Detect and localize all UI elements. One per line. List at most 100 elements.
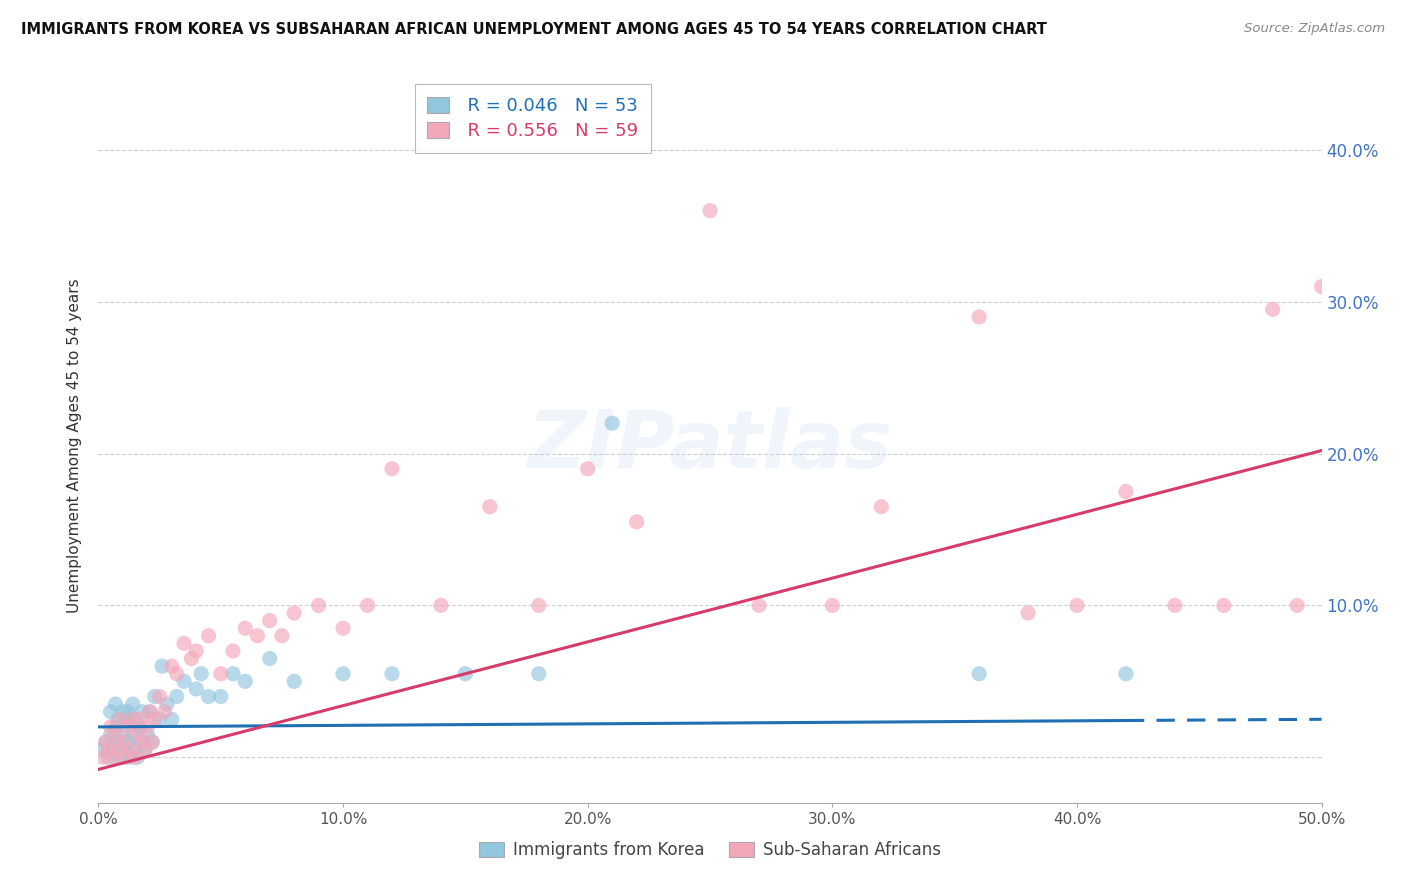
Point <box>124 750 146 764</box>
Point <box>1310 279 1333 293</box>
Point <box>91 750 114 764</box>
Point <box>233 621 256 635</box>
Text: IMMIGRANTS FROM KOREA VS SUBSAHARAN AFRICAN UNEMPLOYMENT AMONG AGES 45 TO 54 YEA: IMMIGRANTS FROM KOREA VS SUBSAHARAN AFRI… <box>21 22 1047 37</box>
Y-axis label: Unemployment Among Ages 45 to 54 years: Unemployment Among Ages 45 to 54 years <box>67 278 83 614</box>
Point <box>967 310 990 324</box>
Legend: Immigrants from Korea, Sub-Saharan Africans: Immigrants from Korea, Sub-Saharan Afric… <box>472 835 948 866</box>
Point <box>110 750 132 764</box>
Point <box>139 705 162 719</box>
Point <box>100 705 122 719</box>
Point <box>381 462 404 476</box>
Point <box>101 750 124 764</box>
Point <box>153 705 176 719</box>
Point <box>166 666 188 681</box>
Point <box>131 735 153 749</box>
Point <box>430 599 453 613</box>
Point <box>143 712 166 726</box>
Point <box>527 666 550 681</box>
Point <box>1212 599 1234 613</box>
Point <box>121 712 143 726</box>
Point <box>1115 484 1137 499</box>
Point <box>1066 599 1088 613</box>
Point <box>150 659 173 673</box>
Point <box>190 666 212 681</box>
Point <box>149 712 172 726</box>
Point <box>101 742 124 756</box>
Point <box>186 681 208 696</box>
Point <box>114 742 136 756</box>
Point <box>1017 606 1039 620</box>
Point <box>134 742 156 756</box>
Point <box>209 690 232 704</box>
Point <box>117 720 139 734</box>
Point <box>821 599 844 613</box>
Text: ZIPatlas: ZIPatlas <box>527 407 893 485</box>
Point <box>246 629 269 643</box>
Point <box>100 727 122 741</box>
Point <box>141 735 163 749</box>
Point <box>107 712 129 726</box>
Point <box>111 705 134 719</box>
Point <box>111 727 134 741</box>
Point <box>222 666 245 681</box>
Point <box>576 462 599 476</box>
Point <box>527 599 550 613</box>
Point <box>283 674 305 689</box>
Point <box>209 666 232 681</box>
Point <box>124 712 146 726</box>
Point <box>107 735 129 749</box>
Point <box>136 720 159 734</box>
Point <box>870 500 893 514</box>
Point <box>283 606 305 620</box>
Point <box>308 599 330 613</box>
Point <box>124 742 146 756</box>
Point <box>156 697 179 711</box>
Point <box>127 727 149 741</box>
Point <box>114 712 136 726</box>
Point <box>117 705 139 719</box>
Point <box>134 742 156 756</box>
Point <box>131 735 153 749</box>
Point <box>94 735 117 749</box>
Point <box>97 742 120 756</box>
Point <box>626 515 648 529</box>
Point <box>111 735 134 749</box>
Point <box>748 599 770 613</box>
Point <box>117 735 139 749</box>
Point <box>104 727 127 741</box>
Point <box>356 599 378 613</box>
Point <box>173 674 195 689</box>
Point <box>114 750 136 764</box>
Point <box>107 742 129 756</box>
Point <box>127 750 149 764</box>
Point <box>173 636 195 650</box>
Point <box>1164 599 1187 613</box>
Point <box>120 712 142 726</box>
Point <box>332 621 354 635</box>
Point <box>166 690 188 704</box>
Point <box>1286 599 1309 613</box>
Point <box>139 705 162 719</box>
Point <box>129 712 152 726</box>
Text: Source: ZipAtlas.com: Source: ZipAtlas.com <box>1244 22 1385 36</box>
Point <box>1115 666 1137 681</box>
Point <box>131 705 153 719</box>
Point <box>143 690 166 704</box>
Point <box>100 720 122 734</box>
Point <box>478 500 501 514</box>
Point <box>967 666 990 681</box>
Point <box>121 697 143 711</box>
Point <box>233 674 256 689</box>
Point <box>270 629 294 643</box>
Point <box>197 690 219 704</box>
Point <box>91 742 114 756</box>
Point <box>129 720 152 734</box>
Point <box>160 659 183 673</box>
Point <box>97 750 120 764</box>
Point <box>149 690 172 704</box>
Point <box>186 644 208 658</box>
Point <box>600 416 623 430</box>
Point <box>141 735 163 749</box>
Point <box>104 697 127 711</box>
Point <box>259 651 281 665</box>
